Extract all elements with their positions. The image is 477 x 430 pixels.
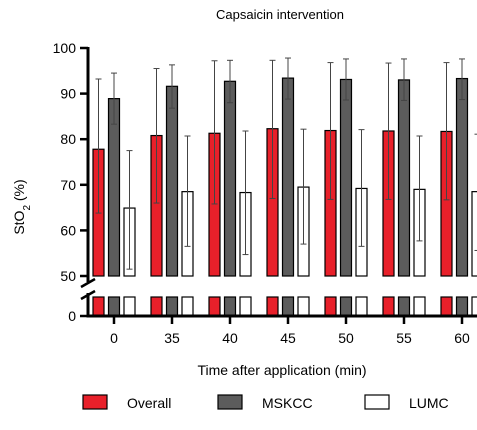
y-axis-ticks: 100 90 80 70 60 50 0 (53, 40, 88, 324)
bar-stub-mskcc-35 (165, 296, 179, 317)
x-tick-label: 40 (222, 330, 238, 346)
legend-swatch-overall (82, 394, 108, 410)
bar-stub-lumc-60 (471, 296, 477, 317)
x-tick-label: 55 (396, 330, 412, 346)
bar-stub-overall-35 (150, 296, 163, 317)
bar-stub-lumc-0 (123, 296, 136, 317)
axes (80, 47, 477, 318)
bar-stub-lumc-50 (355, 296, 368, 317)
x-axis-label: Time after application (min) (197, 362, 366, 378)
bar-stub-mskcc-55 (397, 296, 411, 317)
bar-lumc-60 (471, 191, 477, 277)
x-tick-label: 50 (338, 330, 354, 346)
bar-stub-overall-45 (266, 296, 279, 317)
bar-mskcc-35 (165, 85, 179, 277)
y-tick-label: 70 (60, 177, 76, 193)
legend-label-overall: Overall (127, 395, 171, 411)
y-tick-label: 100 (53, 40, 77, 56)
legend-swatch-mskcc (217, 394, 243, 410)
chart-title: Capsaicin intervention (216, 7, 344, 22)
bar-stub-mskcc-40 (223, 296, 237, 317)
bar-mskcc-0 (107, 98, 121, 277)
bar-mskcc-40 (223, 80, 237, 277)
error-bars (95, 57, 477, 270)
bar-mskcc-55 (397, 79, 411, 277)
legend-swatch-lumc (364, 394, 390, 410)
legend: Overall MSKCC LUMC (82, 394, 449, 411)
bar-stub-overall-55 (382, 296, 395, 317)
x-axis-ticks: 0 35 40 45 50 55 60 (110, 316, 470, 346)
axis-break-mark (80, 289, 96, 301)
bar-stub-mskcc-60 (455, 296, 469, 317)
legend-label-mskcc: MSKCC (262, 395, 313, 411)
bar-stub-overall-40 (208, 296, 221, 317)
y-tick-label: 90 (60, 86, 76, 102)
x-tick-label: 45 (280, 330, 296, 346)
x-tick-label: 60 (454, 330, 470, 346)
bar-stub-mskcc-50 (339, 296, 353, 317)
bar-stub-mskcc-0 (107, 296, 121, 317)
y-tick-label: 50 (60, 268, 76, 284)
x-tick-label: 35 (164, 330, 180, 346)
y-axis-label: StO2 (%) (11, 179, 33, 234)
y-tick-label: 80 (60, 131, 76, 147)
bar-stub-lumc-40 (239, 296, 252, 317)
bar-stub-lumc-55 (413, 296, 426, 317)
bar-stub-overall-50 (324, 296, 337, 317)
axis-break-mark (80, 277, 96, 289)
bar-stub-mskcc-45 (281, 296, 295, 317)
y-tick-label: 0 (68, 308, 76, 324)
bar-mskcc-45 (281, 77, 295, 277)
legend-label-lumc: LUMC (409, 395, 449, 411)
bar-stub-lumc-45 (297, 296, 310, 317)
y-tick-label: 60 (60, 222, 76, 238)
bar-stub-overall-60 (440, 296, 453, 317)
bar-mskcc-50 (339, 78, 353, 277)
x-tick-label: 0 (110, 330, 118, 346)
bar-mskcc-60 (455, 77, 469, 277)
bar-stub-overall-0 (92, 296, 105, 317)
bar-stub-lumc-35 (181, 296, 194, 317)
